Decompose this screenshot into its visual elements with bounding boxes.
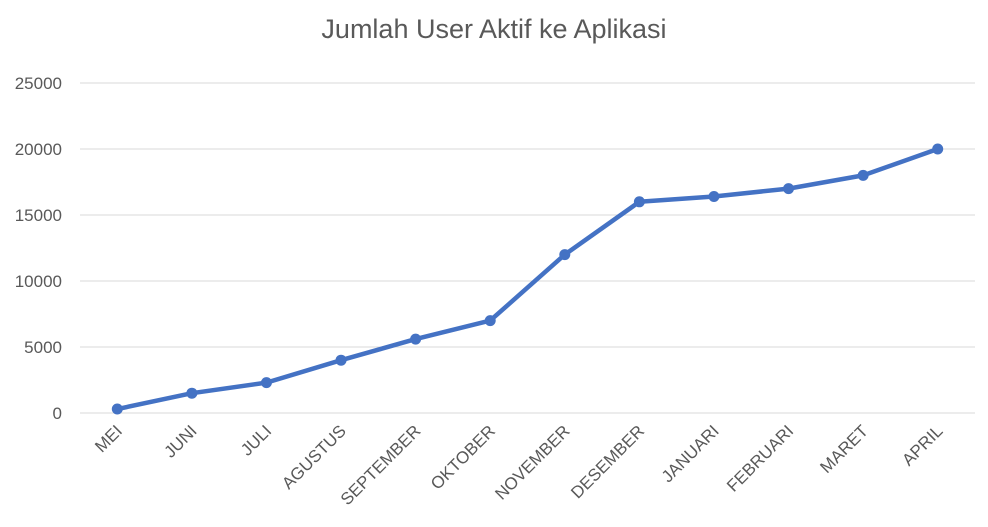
x-tick-label: SEPTEMBER	[337, 421, 425, 509]
series-layer	[111, 143, 944, 415]
data-point	[783, 183, 795, 195]
data-point	[111, 403, 123, 415]
x-tick-label: MEI	[91, 421, 126, 456]
data-point	[932, 143, 944, 155]
gridlines	[80, 82, 975, 414]
y-axis-ticks: 0 5000 10000 15000 20000 25000	[15, 74, 62, 423]
x-tick-label: DESEMBER	[567, 421, 648, 502]
x-tick-label: MARET	[816, 421, 872, 477]
data-point	[186, 387, 198, 399]
data-point	[708, 191, 720, 203]
x-tick-label: FEBRUARI	[723, 421, 797, 495]
x-tick-label: AGUSTUS	[278, 421, 350, 493]
x-tick-label: OKTOBER	[427, 421, 499, 493]
data-point	[633, 196, 645, 208]
y-tick-label: 5000	[24, 338, 62, 357]
y-tick-label: 25000	[15, 74, 62, 93]
x-tick-label: APRIL	[898, 421, 946, 469]
y-tick-label: 20000	[15, 140, 62, 159]
data-point	[857, 169, 869, 181]
data-point	[484, 315, 496, 327]
data-point	[410, 333, 422, 345]
y-tick-label: 10000	[15, 272, 62, 291]
x-tick-label: NOVEMBER	[491, 421, 573, 503]
data-point	[335, 354, 347, 366]
series-line	[115, 146, 940, 412]
y-tick-label: 15000	[15, 206, 62, 225]
x-tick-label: JANUARI	[658, 421, 723, 486]
data-point	[260, 377, 272, 389]
data-point	[559, 249, 571, 261]
chart-title: Jumlah User Aktif ke Aplikasi	[321, 14, 667, 44]
x-tick-label: JULI	[237, 421, 275, 459]
y-tick-label: 0	[53, 404, 62, 423]
x-tick-label: JUNI	[161, 421, 201, 461]
